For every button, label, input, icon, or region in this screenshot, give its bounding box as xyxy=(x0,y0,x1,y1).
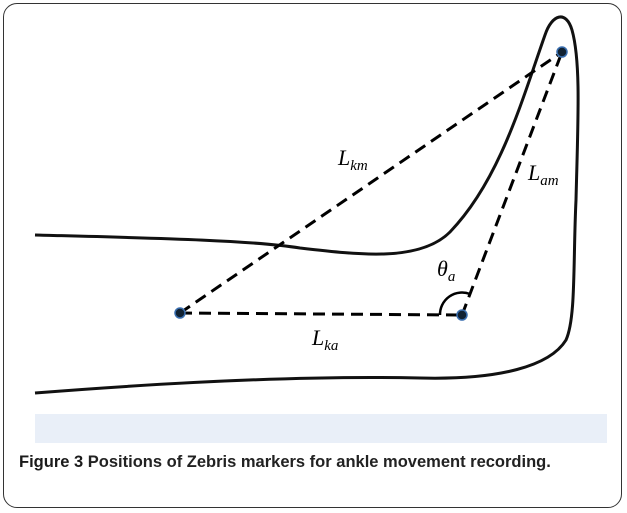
marker xyxy=(174,307,186,319)
label-sub: am xyxy=(540,173,559,189)
label-sub: ka xyxy=(324,338,338,354)
line-am xyxy=(460,51,564,316)
line-km xyxy=(179,50,563,315)
marker xyxy=(556,46,568,58)
label-sub: km xyxy=(350,158,368,174)
caption-label: Figure 3 xyxy=(19,453,84,471)
label-main: L xyxy=(527,160,540,185)
caption: Figure 3 Positions of Zebris markers for… xyxy=(19,449,609,476)
label-main: L xyxy=(337,145,350,170)
label-km: Lkm xyxy=(337,145,368,174)
angle-arc xyxy=(438,291,471,316)
figure-frame xyxy=(3,3,622,508)
label-sub: a xyxy=(448,269,456,285)
marker-lines xyxy=(179,50,564,317)
label-ka: Lka xyxy=(311,325,338,354)
band xyxy=(35,414,607,443)
label-theta: θa xyxy=(437,256,455,285)
line-ka xyxy=(179,311,463,317)
caption-text: Positions of Zebris markers for ankle mo… xyxy=(87,453,551,471)
leg-outline xyxy=(34,15,580,395)
label-am: Lam xyxy=(527,160,559,189)
marker xyxy=(456,309,468,321)
label-main: θ xyxy=(437,256,448,281)
label-main: L xyxy=(311,325,324,350)
